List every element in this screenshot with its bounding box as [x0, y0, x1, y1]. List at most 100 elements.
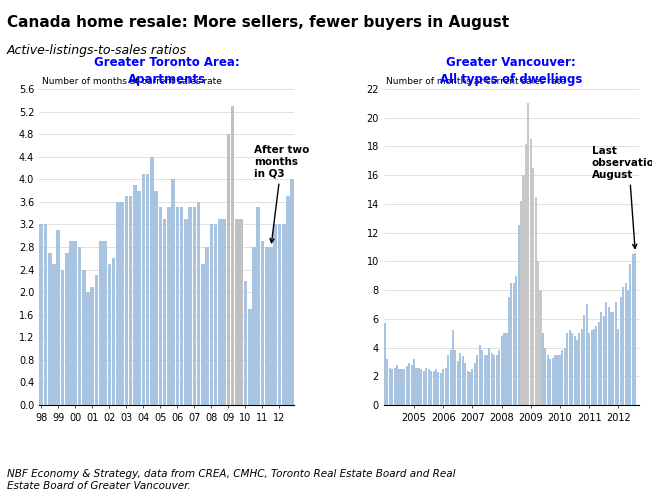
Bar [192, 207, 196, 405]
Bar [625, 283, 627, 405]
Bar [244, 281, 247, 405]
Text: NBF Economy & Strategy, data from CREA, CMHC, Toronto Real Estate Board and Real: NBF Economy & Strategy, data from CREA, … [7, 469, 455, 491]
Bar [138, 191, 141, 405]
Bar [82, 270, 85, 405]
Bar [544, 348, 546, 405]
Bar [496, 355, 497, 405]
Bar [503, 333, 505, 405]
Bar [605, 302, 607, 405]
Bar [593, 329, 595, 405]
Bar [129, 196, 132, 405]
Bar [484, 355, 486, 405]
Text: Number of months at current sales rate: Number of months at current sales rate [42, 77, 222, 86]
Bar [167, 207, 171, 405]
Bar [449, 350, 452, 405]
Bar [401, 369, 403, 405]
Bar [404, 369, 406, 405]
Bar [505, 333, 507, 405]
Bar [622, 287, 624, 405]
Bar [610, 312, 612, 405]
Bar [525, 144, 527, 405]
Bar [564, 348, 566, 405]
Bar [269, 247, 273, 405]
Bar [432, 370, 435, 405]
Bar [629, 264, 632, 405]
Bar [584, 315, 585, 405]
Bar [627, 290, 629, 405]
Bar [486, 355, 488, 405]
Bar [520, 201, 522, 405]
Bar [184, 219, 188, 405]
Bar [408, 364, 410, 405]
Bar [163, 219, 166, 405]
Bar [69, 242, 73, 405]
Bar [576, 340, 578, 405]
Bar [474, 364, 476, 405]
Bar [454, 350, 456, 405]
Bar [634, 253, 636, 405]
Bar [571, 333, 573, 405]
Bar [425, 368, 427, 405]
Bar [248, 309, 252, 405]
Bar [447, 355, 449, 405]
Bar [452, 330, 454, 405]
Bar [391, 369, 393, 405]
Bar [222, 219, 226, 405]
Bar [437, 372, 439, 405]
Bar [422, 370, 425, 405]
Bar [415, 368, 417, 405]
Bar [532, 168, 534, 405]
Text: Active-listings-to-sales ratios: Active-listings-to-sales ratios [7, 44, 186, 57]
Text: Number of months at current sales rate: Number of months at current sales rate [386, 77, 566, 86]
Bar [549, 359, 551, 405]
Bar [39, 224, 43, 405]
Bar [286, 196, 289, 405]
Bar [227, 134, 230, 405]
Bar [559, 355, 561, 405]
Text: Last
observation:
August: Last observation: August [591, 146, 652, 248]
Bar [387, 359, 389, 405]
Bar [150, 157, 154, 405]
Bar [231, 106, 235, 405]
Bar [511, 283, 512, 405]
Bar [535, 197, 537, 405]
Bar [554, 355, 556, 405]
Bar [278, 224, 281, 405]
Bar [111, 258, 115, 405]
Bar [103, 242, 107, 405]
Bar [44, 224, 48, 405]
Bar [239, 219, 243, 405]
Bar [188, 207, 192, 405]
Bar [498, 350, 500, 405]
Bar [406, 366, 408, 405]
Bar [133, 185, 137, 405]
Bar [527, 103, 529, 405]
Bar [273, 224, 277, 405]
Bar [158, 207, 162, 405]
Bar [547, 355, 549, 405]
Text: After two
months
in Q3: After two months in Q3 [254, 145, 309, 243]
Bar [619, 297, 622, 405]
Bar [595, 326, 597, 405]
Bar [396, 365, 398, 405]
Bar [471, 369, 473, 405]
Bar [585, 304, 587, 405]
Bar [95, 275, 98, 405]
Bar [394, 368, 396, 405]
Bar [265, 247, 269, 405]
Bar [467, 370, 469, 405]
Bar [421, 369, 422, 405]
Bar [78, 247, 82, 405]
Text: Canada home resale: More sellers, fewer buyers in August: Canada home resale: More sellers, fewer … [7, 15, 509, 30]
Bar [491, 353, 493, 405]
Bar [389, 368, 391, 405]
Bar [588, 333, 590, 405]
Bar [435, 369, 437, 405]
Bar [469, 372, 471, 405]
Bar [205, 247, 209, 405]
Bar [252, 247, 256, 405]
Bar [86, 292, 90, 405]
Bar [508, 297, 510, 405]
Bar [488, 348, 490, 405]
Bar [581, 329, 583, 405]
